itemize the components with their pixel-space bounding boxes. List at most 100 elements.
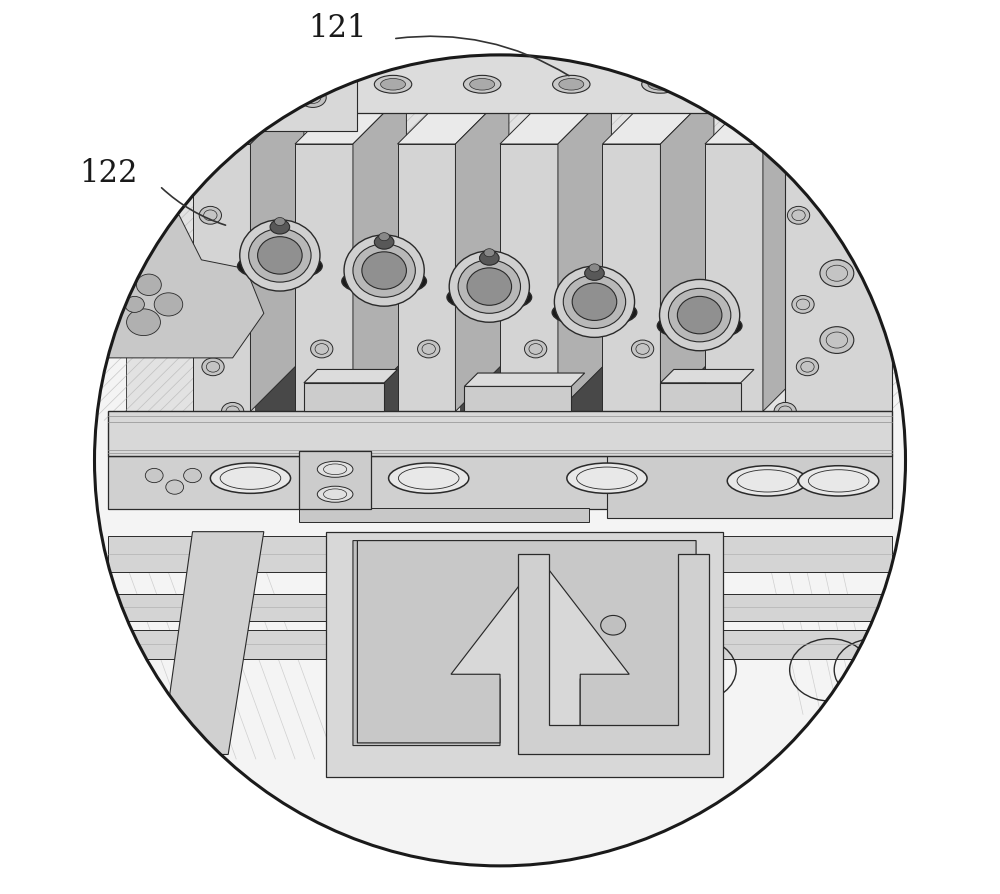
Ellipse shape (374, 75, 412, 93)
Ellipse shape (127, 308, 160, 335)
Ellipse shape (199, 207, 221, 224)
Ellipse shape (828, 260, 850, 278)
Ellipse shape (642, 75, 679, 93)
Ellipse shape (458, 260, 520, 313)
Polygon shape (322, 37, 892, 55)
Ellipse shape (525, 340, 547, 358)
Ellipse shape (221, 402, 244, 420)
Polygon shape (295, 144, 353, 411)
Ellipse shape (202, 358, 224, 375)
Polygon shape (785, 113, 892, 411)
Polygon shape (357, 541, 696, 743)
Polygon shape (660, 383, 741, 411)
Circle shape (94, 55, 906, 866)
Polygon shape (660, 90, 714, 411)
Ellipse shape (820, 260, 854, 287)
Ellipse shape (731, 75, 768, 93)
Polygon shape (108, 456, 892, 510)
Ellipse shape (727, 466, 807, 496)
Polygon shape (299, 451, 371, 510)
Polygon shape (304, 383, 384, 411)
Ellipse shape (258, 237, 302, 274)
Polygon shape (353, 90, 406, 411)
Ellipse shape (353, 244, 415, 298)
Polygon shape (304, 369, 398, 383)
Ellipse shape (470, 79, 495, 90)
Ellipse shape (240, 220, 320, 291)
Ellipse shape (657, 311, 742, 340)
Polygon shape (161, 532, 264, 755)
Polygon shape (665, 144, 705, 411)
Ellipse shape (168, 251, 190, 269)
Ellipse shape (792, 296, 814, 313)
Ellipse shape (677, 297, 722, 333)
Polygon shape (763, 90, 816, 411)
Ellipse shape (774, 402, 796, 420)
Polygon shape (326, 532, 723, 777)
Ellipse shape (210, 463, 291, 493)
Ellipse shape (660, 280, 740, 350)
Polygon shape (126, 50, 883, 429)
Polygon shape (299, 508, 589, 522)
Ellipse shape (563, 275, 626, 328)
Ellipse shape (362, 252, 406, 290)
Ellipse shape (567, 463, 647, 493)
Text: 122: 122 (79, 158, 138, 190)
Ellipse shape (799, 466, 879, 496)
Polygon shape (357, 144, 398, 411)
Ellipse shape (311, 340, 333, 358)
Ellipse shape (826, 79, 851, 90)
Ellipse shape (249, 229, 311, 283)
Polygon shape (108, 536, 892, 572)
Ellipse shape (418, 340, 440, 358)
Ellipse shape (601, 615, 626, 635)
Polygon shape (518, 554, 709, 755)
Ellipse shape (552, 299, 637, 326)
Polygon shape (108, 411, 892, 456)
Polygon shape (500, 90, 611, 144)
Polygon shape (705, 90, 816, 144)
Ellipse shape (554, 266, 635, 337)
Polygon shape (602, 90, 714, 144)
Ellipse shape (787, 207, 810, 224)
Ellipse shape (559, 79, 584, 90)
Ellipse shape (668, 289, 731, 342)
Ellipse shape (125, 297, 144, 312)
Polygon shape (398, 90, 509, 144)
Polygon shape (660, 369, 754, 383)
Polygon shape (108, 594, 892, 620)
Ellipse shape (484, 249, 495, 257)
Polygon shape (602, 144, 660, 411)
Polygon shape (108, 207, 264, 358)
Polygon shape (255, 144, 295, 411)
Ellipse shape (374, 235, 394, 249)
Ellipse shape (463, 75, 501, 93)
Polygon shape (464, 386, 571, 411)
Ellipse shape (589, 264, 600, 272)
Polygon shape (705, 144, 763, 411)
Ellipse shape (166, 480, 184, 494)
Ellipse shape (381, 79, 406, 90)
Text: 121: 121 (308, 13, 367, 44)
Ellipse shape (270, 220, 290, 234)
Ellipse shape (820, 326, 854, 353)
Ellipse shape (447, 283, 532, 311)
Polygon shape (607, 454, 892, 519)
Polygon shape (558, 90, 611, 411)
Ellipse shape (820, 75, 857, 93)
Polygon shape (295, 90, 406, 144)
Ellipse shape (299, 88, 326, 107)
Ellipse shape (820, 193, 854, 220)
Ellipse shape (553, 75, 590, 93)
Ellipse shape (275, 217, 285, 225)
Ellipse shape (317, 461, 353, 477)
Polygon shape (398, 144, 455, 411)
Ellipse shape (467, 268, 512, 305)
Polygon shape (250, 90, 304, 411)
Ellipse shape (246, 88, 273, 107)
Ellipse shape (344, 235, 424, 306)
Ellipse shape (480, 251, 499, 266)
Polygon shape (322, 55, 874, 113)
Polygon shape (108, 629, 892, 659)
Polygon shape (464, 373, 585, 386)
